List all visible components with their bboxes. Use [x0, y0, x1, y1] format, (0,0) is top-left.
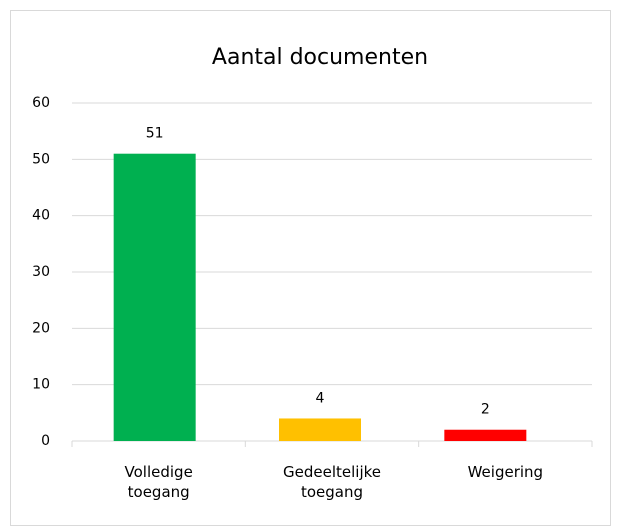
x-tick-label: Weigering	[467, 463, 544, 481]
x-tick-label: Volledige toegang	[124, 463, 193, 501]
x-tick-label: Gedeeltelijke toegang	[283, 463, 381, 501]
bar	[444, 429, 527, 441]
y-tick-label: 60	[32, 95, 50, 111]
y-tick-label: 50	[32, 151, 50, 167]
y-tick-label: 20	[32, 320, 50, 336]
data-label: 4	[316, 390, 325, 406]
bar	[279, 418, 361, 441]
y-tick-label: 0	[41, 433, 50, 449]
y-tick-label: 40	[32, 208, 50, 224]
data-label: 2	[481, 402, 490, 418]
y-tick-label: 10	[32, 377, 50, 393]
chart-title: Aantal documenten	[212, 45, 428, 70]
chart-border	[10, 10, 611, 526]
data-label: 51	[146, 126, 164, 142]
bar	[113, 153, 196, 441]
y-tick-label: 30	[32, 264, 50, 280]
